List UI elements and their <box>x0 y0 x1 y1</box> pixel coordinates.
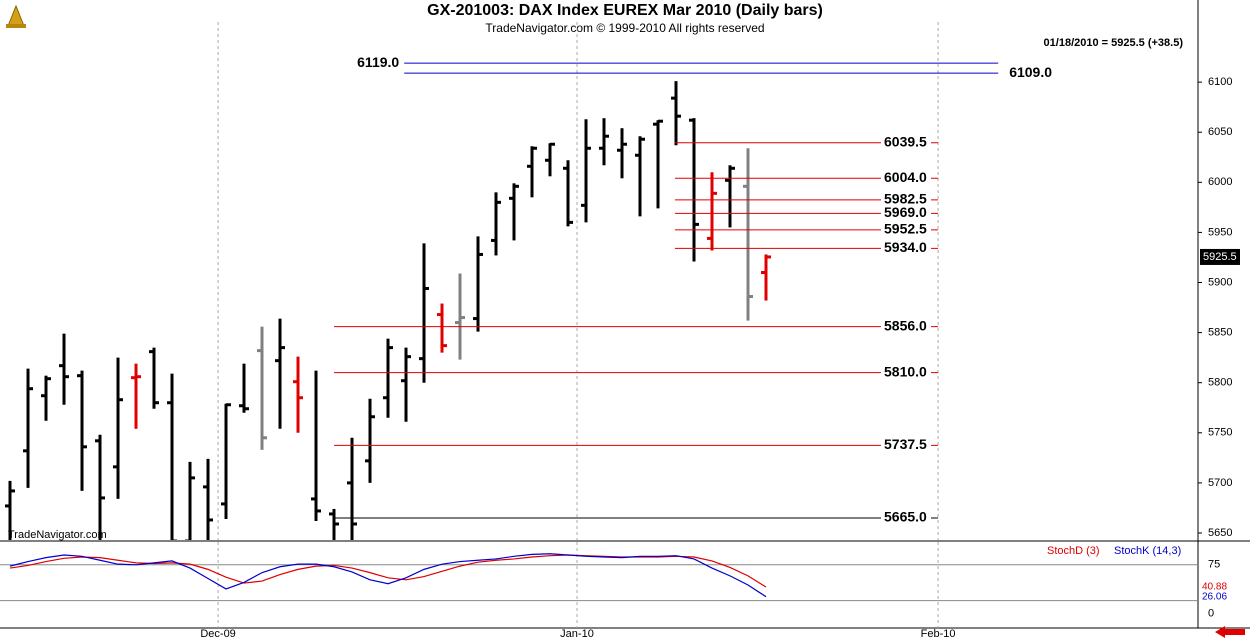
label-bg <box>881 205 931 222</box>
x-tick-label: Jan-10 <box>560 628 594 640</box>
scroll-arrow[interactable] <box>1215 626 1245 638</box>
logo <box>6 4 26 28</box>
last-value-label: 26.06 <box>1202 591 1227 602</box>
x-tick-label: Dec-09 <box>200 628 235 640</box>
last-price-label: 5925.5 <box>1203 251 1237 263</box>
legend-label: StochK (14,3) <box>1114 545 1181 557</box>
y-tick-label: 5750 <box>1208 427 1232 439</box>
watermark: TradeNavigator.com <box>8 529 107 541</box>
level-label: 6109.0 <box>1009 64 1052 80</box>
label-bg <box>881 170 931 187</box>
y-tick-label: 6050 <box>1208 126 1232 138</box>
y-tick-label: 0 <box>1208 608 1214 620</box>
y-tick-label: 5700 <box>1208 477 1232 489</box>
level-label: 5952.5 <box>884 221 927 237</box>
y-tick-label: 6000 <box>1208 176 1232 188</box>
level-label: 5934.0 <box>884 239 927 255</box>
last-value-label: 40.88 <box>1202 582 1227 593</box>
chart-title: GX-201003: DAX Index EUREX Mar 2010 (Dai… <box>427 2 823 19</box>
level-label: 6039.5 <box>884 133 927 149</box>
y-tick-label: 5900 <box>1208 276 1232 288</box>
y-tick-label: 5800 <box>1208 377 1232 389</box>
label-bg <box>881 191 931 208</box>
level-label: 5982.5 <box>884 191 927 207</box>
label-bg <box>881 509 931 526</box>
level-label: 6119.0 <box>357 54 399 70</box>
y-tick-label: 75 <box>1208 559 1220 571</box>
last-price-box <box>1200 248 1240 265</box>
y-tick-label: 5950 <box>1208 226 1232 238</box>
stoch-line <box>9 553 767 598</box>
last-value-box <box>1200 581 1236 594</box>
y-tick-label: 5850 <box>1208 327 1232 339</box>
label-bg <box>881 221 931 238</box>
y-tick-label: 6100 <box>1208 76 1232 88</box>
label-bg <box>881 240 931 257</box>
level-label: 5665.0 <box>884 509 927 525</box>
label-bg <box>881 318 931 335</box>
level-label: 5737.5 <box>884 436 927 452</box>
level-label: 5856.0 <box>884 317 927 333</box>
label-bg <box>881 437 931 454</box>
level-label: 5810.0 <box>884 363 927 379</box>
price-panel <box>5 22 939 540</box>
level-label: 5969.0 <box>884 204 927 220</box>
stoch-panel <box>0 542 1198 628</box>
info: 01/18/2010 = 5925.5 (+38.5) <box>1044 37 1184 49</box>
y-tick-label: 5650 <box>1208 527 1232 539</box>
stoch-line <box>9 554 767 588</box>
label-bg <box>881 364 931 381</box>
x-tick-label: Feb-10 <box>921 628 956 640</box>
last-value-box <box>1200 590 1236 603</box>
chart-subtitle: TradeNavigator.com © 1999-2010 All right… <box>485 21 764 35</box>
legend-label: StochD (3) <box>1047 545 1100 557</box>
label-bg <box>881 134 931 151</box>
level-label: 6004.0 <box>884 169 927 185</box>
